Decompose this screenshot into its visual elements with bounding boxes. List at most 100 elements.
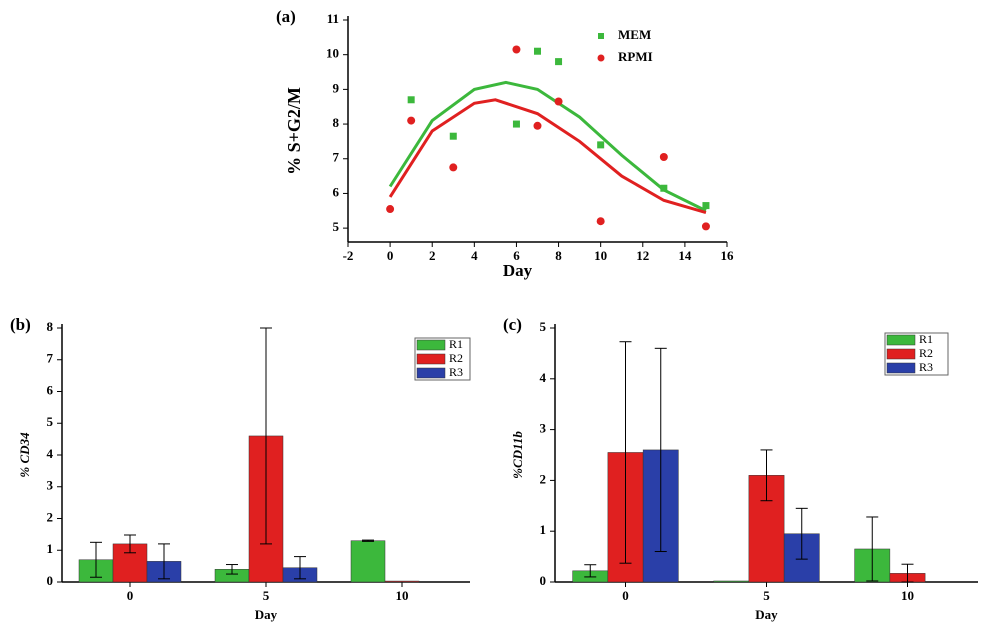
point	[597, 141, 605, 149]
y-tick-label: 0	[47, 573, 54, 588]
bar	[713, 580, 750, 583]
panel-label: (c)	[503, 315, 522, 334]
y-tick-label: 7	[47, 351, 54, 366]
bar	[350, 540, 386, 583]
error-bar	[619, 341, 632, 564]
legend-label: RPMI	[618, 49, 653, 64]
x-axis-label: Day	[255, 607, 278, 622]
error-bar	[760, 449, 773, 502]
legend-swatch	[886, 348, 916, 360]
legend-label: R3	[449, 365, 463, 379]
legend-swatch	[416, 367, 446, 379]
y-tick-label: 2	[540, 471, 547, 486]
y-tick-label: 6	[47, 382, 54, 397]
x-tick-label: 8	[555, 248, 562, 263]
x-tick-label: 0	[387, 248, 394, 263]
point	[701, 222, 710, 231]
panel-label: (a)	[276, 7, 296, 26]
error-bar	[901, 563, 914, 583]
legend-label: MEM	[618, 27, 651, 42]
y-tick-label: 2	[47, 509, 54, 524]
y-tick-label: 5	[540, 319, 547, 334]
error-bar	[158, 543, 170, 580]
y-axis-label: %CD11b	[510, 431, 525, 479]
y-axis-label: % S+G2/M	[284, 87, 304, 175]
error-bar	[226, 564, 238, 575]
x-tick-label: 10	[594, 248, 607, 263]
error-bar	[260, 327, 272, 545]
point	[512, 45, 521, 54]
legend-swatch	[886, 334, 916, 346]
point	[659, 153, 668, 162]
y-tick-label: 4	[540, 370, 547, 385]
x-tick-label: 12	[636, 248, 649, 263]
error-bar	[362, 539, 374, 542]
y-tick-label: 1	[47, 541, 54, 556]
y-tick-label: 4	[47, 446, 54, 461]
legend-swatch	[416, 339, 446, 351]
fit-curve	[388, 80, 707, 213]
y-tick-label: 0	[540, 573, 547, 588]
y-tick-label: 8	[333, 115, 340, 130]
y-tick-label: 7	[333, 150, 340, 165]
error-bar	[654, 347, 667, 553]
legend-label: R1	[919, 332, 933, 346]
x-tick-label: 14	[678, 248, 692, 263]
point	[596, 217, 605, 226]
legend-label: R2	[919, 346, 933, 360]
x-tick-label: -2	[343, 248, 354, 263]
point	[512, 120, 520, 128]
y-tick-label: 11	[327, 11, 339, 26]
error-bar	[795, 507, 808, 560]
point	[386, 205, 395, 214]
point	[407, 96, 415, 104]
x-tick-label: 5	[763, 588, 770, 603]
y-tick-label: 1	[540, 522, 547, 537]
y-tick-label: 10	[326, 46, 339, 61]
panel-label: (b)	[10, 315, 31, 334]
y-tick-label: 5	[333, 219, 340, 234]
error-bar	[124, 534, 136, 554]
legend-label: R1	[449, 337, 463, 351]
x-tick-label: 5	[263, 588, 270, 603]
y-tick-label: 9	[333, 80, 340, 95]
y-tick-label: 8	[47, 319, 54, 334]
legend-swatch	[886, 362, 916, 374]
point	[449, 163, 458, 172]
fit-curve	[388, 98, 707, 214]
x-tick-label: 0	[622, 588, 629, 603]
legend-label: R2	[449, 351, 463, 365]
y-tick-label: 3	[540, 421, 547, 436]
x-tick-label: 2	[429, 248, 436, 263]
error-bar	[90, 541, 102, 578]
y-tick-label: 6	[333, 184, 340, 199]
legend-marker	[598, 33, 604, 39]
error-bar	[294, 556, 306, 580]
error-bar	[584, 564, 597, 578]
x-tick-label: 4	[471, 248, 478, 263]
error-bar	[866, 516, 879, 582]
point	[533, 121, 542, 130]
y-tick-label: 3	[47, 478, 54, 493]
legend-label: R3	[919, 360, 933, 374]
x-axis-label: Day	[503, 261, 533, 280]
point	[554, 97, 563, 106]
point	[407, 116, 416, 125]
x-axis-label: Day	[755, 607, 778, 622]
legend-marker	[597, 54, 605, 62]
y-axis-label: % CD34	[17, 432, 32, 478]
point	[555, 58, 563, 66]
point	[702, 202, 710, 210]
x-tick-label: 10	[396, 588, 409, 603]
point	[534, 47, 541, 55]
x-tick-label: 0	[127, 588, 134, 603]
point	[660, 184, 668, 192]
x-tick-label: 16	[721, 248, 735, 263]
y-tick-label: 5	[47, 414, 54, 429]
x-tick-label: 6	[513, 248, 520, 263]
x-tick-label: 10	[901, 588, 914, 603]
bar	[384, 580, 420, 583]
point	[449, 132, 457, 140]
legend-swatch	[416, 353, 446, 365]
